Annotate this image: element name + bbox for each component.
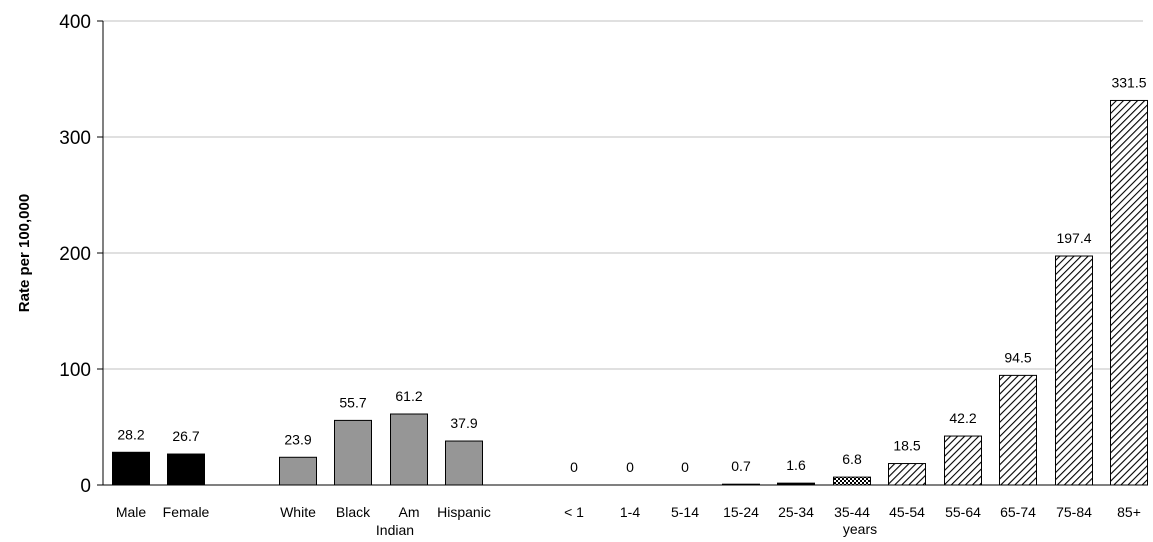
bars xyxy=(112,99,1148,486)
data-label: 18.5 xyxy=(893,438,920,454)
y-tick-label: 400 xyxy=(59,12,91,33)
category-label: 75-84 xyxy=(1056,504,1092,520)
data-label: 197.4 xyxy=(1056,230,1091,246)
data-label: 37.9 xyxy=(450,415,477,431)
data-label: 6.8 xyxy=(842,451,862,467)
bar xyxy=(777,482,815,486)
category-label: 85+ xyxy=(1117,504,1141,520)
bar xyxy=(445,440,483,486)
bar xyxy=(888,463,926,486)
category-label: 25-34 xyxy=(778,504,814,520)
category-label: White xyxy=(280,504,316,520)
bar xyxy=(1110,99,1148,486)
category-label: Black xyxy=(336,504,371,520)
y-tick-label: 0 xyxy=(80,476,91,497)
data-label: 1.6 xyxy=(786,457,806,473)
y-axis-title: Rate per 100,000 xyxy=(16,194,33,312)
category-label: Female xyxy=(163,504,210,520)
y-tick-label: 100 xyxy=(59,360,91,381)
data-label: 23.9 xyxy=(284,431,311,447)
bar xyxy=(944,435,982,486)
category-label: < 1 xyxy=(564,504,584,520)
labels: 0 100 200 300 400 28.2 Male 26.7 Female 23.9 White… xyxy=(59,12,1146,538)
data-label: 61.2 xyxy=(395,388,422,404)
category-label: Male xyxy=(116,504,147,520)
data-label: 0.7 xyxy=(731,458,751,474)
category-label: 5-14 xyxy=(671,504,699,520)
category-label: 15-24 xyxy=(723,504,759,520)
bar xyxy=(999,374,1037,486)
category-label: 55-64 xyxy=(945,504,981,520)
data-label: 26.7 xyxy=(172,428,199,444)
data-label: 0 xyxy=(626,459,634,475)
bar xyxy=(1055,255,1093,486)
bar xyxy=(722,483,760,486)
y-tick-label: 300 xyxy=(59,128,91,149)
bar xyxy=(167,453,205,486)
gridlines xyxy=(103,20,1143,370)
data-label: 42.2 xyxy=(949,410,976,426)
category-label: 45-54 xyxy=(889,504,925,520)
bar xyxy=(112,451,150,486)
data-label: 0 xyxy=(681,459,689,475)
data-label: 55.7 xyxy=(339,394,366,410)
data-label: 28.2 xyxy=(117,426,144,442)
category-label: 35-44 xyxy=(834,504,870,520)
bar xyxy=(833,476,871,486)
data-label: 94.5 xyxy=(1004,349,1031,365)
y-tick-label: 200 xyxy=(59,244,91,265)
category-label: Am Indian xyxy=(376,504,420,538)
data-label: 0 xyxy=(570,459,578,475)
bar xyxy=(390,413,428,486)
bar xyxy=(334,419,372,486)
category-label: 1-4 xyxy=(620,504,640,520)
category-label: Hispanic xyxy=(437,504,491,520)
category-label: 65-74 xyxy=(1000,504,1036,520)
data-label: 331.5 xyxy=(1111,74,1146,90)
age-group-annotation: years xyxy=(843,521,877,537)
bar xyxy=(279,456,317,486)
